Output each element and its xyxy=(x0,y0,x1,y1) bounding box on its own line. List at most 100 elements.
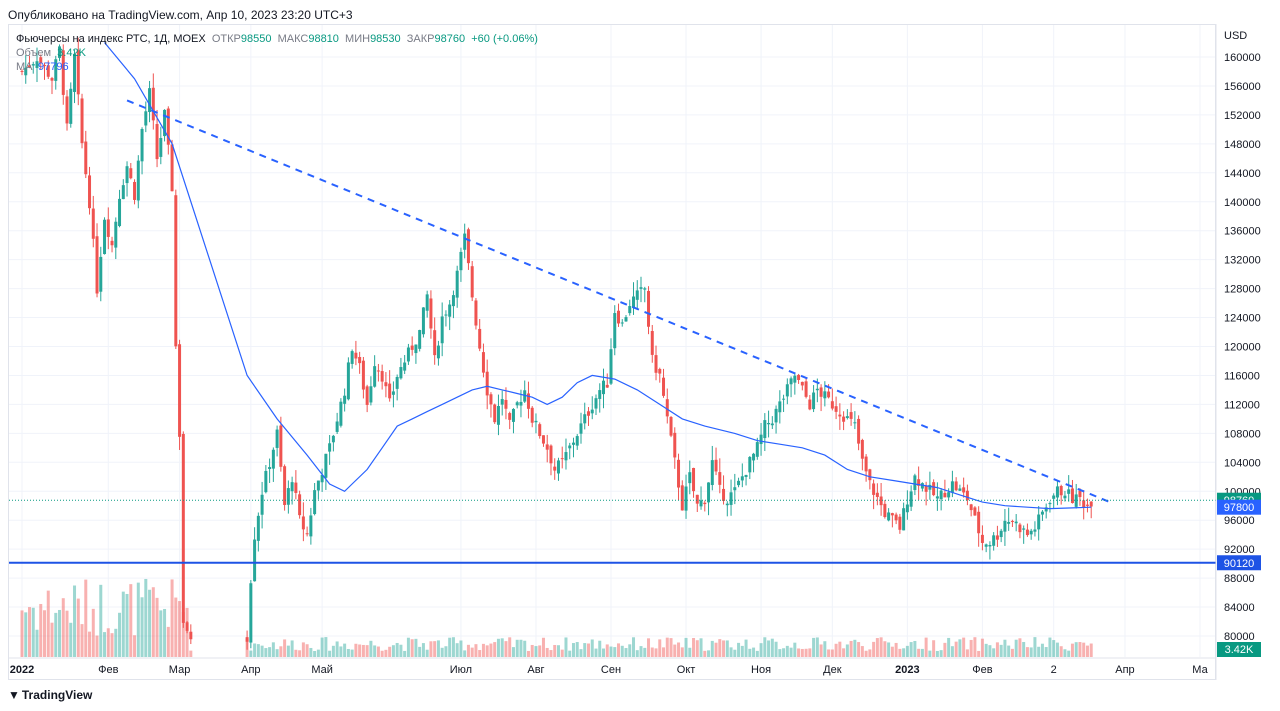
volume-bar xyxy=(99,584,103,657)
volume-bar xyxy=(909,642,913,657)
volume-bar xyxy=(88,631,92,657)
volume-bar xyxy=(890,646,894,657)
volume-bar xyxy=(710,640,714,657)
volume-bar xyxy=(755,650,759,657)
price-axis: 8000084000880009200096000100000104000108… xyxy=(1224,52,1261,643)
volume-bar xyxy=(20,610,24,657)
volume-bar xyxy=(620,645,624,657)
candle-body xyxy=(620,322,624,324)
volume-bar xyxy=(301,642,305,657)
volume-bar xyxy=(508,637,512,657)
volume-bar xyxy=(545,647,549,657)
volume-bar xyxy=(860,646,864,657)
volume-bar xyxy=(73,585,77,657)
volume-bar xyxy=(181,611,185,657)
volume-bar xyxy=(1085,645,1089,657)
volume-bar xyxy=(170,579,174,657)
candle-body xyxy=(328,443,332,452)
candle-body xyxy=(298,494,302,516)
candle-body xyxy=(545,444,549,450)
volume-bar xyxy=(1055,642,1059,657)
candle-body xyxy=(421,307,425,335)
candle-body xyxy=(181,433,185,623)
volume-bar xyxy=(455,643,459,657)
candle-body xyxy=(530,407,534,423)
volume-bar xyxy=(290,640,294,657)
volume-bar xyxy=(429,641,433,657)
candle-body xyxy=(875,492,879,497)
candle-body xyxy=(46,65,50,77)
volume-bar xyxy=(654,648,658,657)
tradingview-logo-icon: ▼ xyxy=(8,688,20,702)
candle-body xyxy=(613,313,617,349)
volume-bar xyxy=(316,649,320,657)
volume-bar xyxy=(466,644,470,657)
candle-body xyxy=(804,381,808,397)
candle-body xyxy=(253,539,257,582)
volume-bar xyxy=(853,639,857,657)
volume-bar xyxy=(331,645,335,657)
candle-body xyxy=(553,466,557,471)
symbol-label[interactable]: Фьючерсы на индекс РТС, 1Д, MOEX xyxy=(16,33,206,45)
candle-body xyxy=(759,434,763,445)
candle-body xyxy=(466,229,470,264)
volume-bar xyxy=(635,650,639,657)
candle-body xyxy=(797,374,801,380)
brand-name: TradingView xyxy=(21,688,93,702)
candle-body xyxy=(849,412,853,419)
time-tick-label: 2023 xyxy=(895,664,919,676)
candle-body xyxy=(436,345,440,359)
volume-bar xyxy=(1078,642,1082,657)
candle-body xyxy=(425,294,429,311)
volume-bar xyxy=(31,607,35,657)
candle-body xyxy=(879,496,883,506)
volume-bar xyxy=(669,638,673,657)
candle-body xyxy=(748,457,752,473)
candle-body xyxy=(133,181,137,200)
candle-body xyxy=(316,480,320,491)
candle-body xyxy=(913,475,917,491)
candle-body xyxy=(320,474,324,483)
candle-body xyxy=(650,331,654,355)
volume-tag-label: 3.42K xyxy=(1225,644,1254,656)
candle-body xyxy=(887,512,891,521)
candle-body xyxy=(857,418,861,444)
candle-body xyxy=(601,380,605,395)
candle-body xyxy=(575,436,579,446)
candle-body xyxy=(677,459,681,488)
volume-bar xyxy=(76,598,80,657)
candle-body xyxy=(793,375,797,383)
ma-label[interactable]: MA xyxy=(16,61,32,73)
volume-bar xyxy=(658,639,662,657)
volume-bar xyxy=(647,638,651,657)
volume-bar xyxy=(496,638,500,657)
candle-body xyxy=(290,482,294,492)
volume-bar xyxy=(680,647,684,657)
volume-bar xyxy=(553,644,557,657)
volume-bar xyxy=(1089,643,1093,657)
candle-body xyxy=(463,233,467,250)
tradingview-logo[interactable]: ▼ TradingView xyxy=(8,688,92,702)
candle-body xyxy=(1055,486,1059,498)
candle-body xyxy=(489,394,493,405)
candle-body xyxy=(541,435,545,444)
candle-body xyxy=(1048,503,1052,505)
candle-body xyxy=(947,492,951,498)
candle-body xyxy=(1040,511,1044,515)
volume-bar xyxy=(849,640,853,657)
candle-body xyxy=(380,371,384,382)
candle-body xyxy=(84,141,88,175)
candle-body xyxy=(136,160,140,201)
candle-body xyxy=(598,390,602,399)
volume-bar xyxy=(639,646,643,657)
volume-bar xyxy=(129,584,133,657)
volume-bar xyxy=(1074,642,1078,657)
candle-body xyxy=(609,349,613,384)
volume-bar xyxy=(391,645,395,657)
candle-body xyxy=(163,109,167,137)
volume-label[interactable]: Объем xyxy=(16,47,52,59)
volume-bar xyxy=(324,637,328,657)
volume-bar xyxy=(1037,646,1041,657)
candle-body xyxy=(414,344,418,354)
